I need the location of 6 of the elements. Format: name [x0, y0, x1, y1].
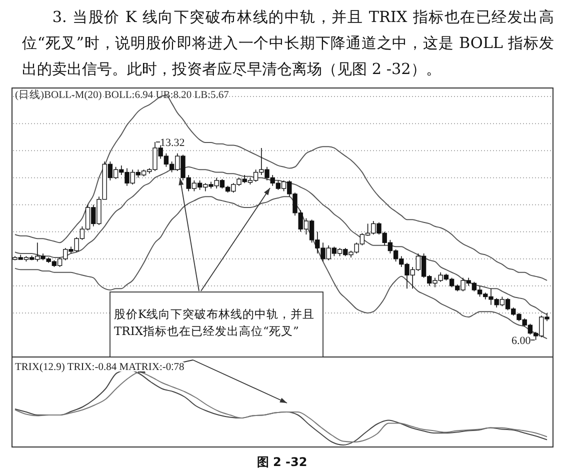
chart-title: (日线)BOLL-M(20) BOLL:6.94 UB:8.20 LB:5.67: [15, 88, 229, 101]
annotation: 股价K线向下突破布林线的中轨，并且TRIX指标也在已经发出高位“死叉”: [114, 306, 316, 340]
annotation: 13.32: [160, 137, 185, 149]
text: 3. 当股价 K 线向下突破布林线的中轨，并且 TRIX 指标也在已经发出高位“死叉”时，说明股价即将进入一个中长期下降通道之中，这是 BOLL 指标发出的卖出信号。此时，投资者应尽早清仓离场（见图 2 -32）。: [22, 7, 554, 80]
caption: 图 2 -32: [256, 455, 308, 469]
annotation: 6.00: [512, 335, 532, 347]
